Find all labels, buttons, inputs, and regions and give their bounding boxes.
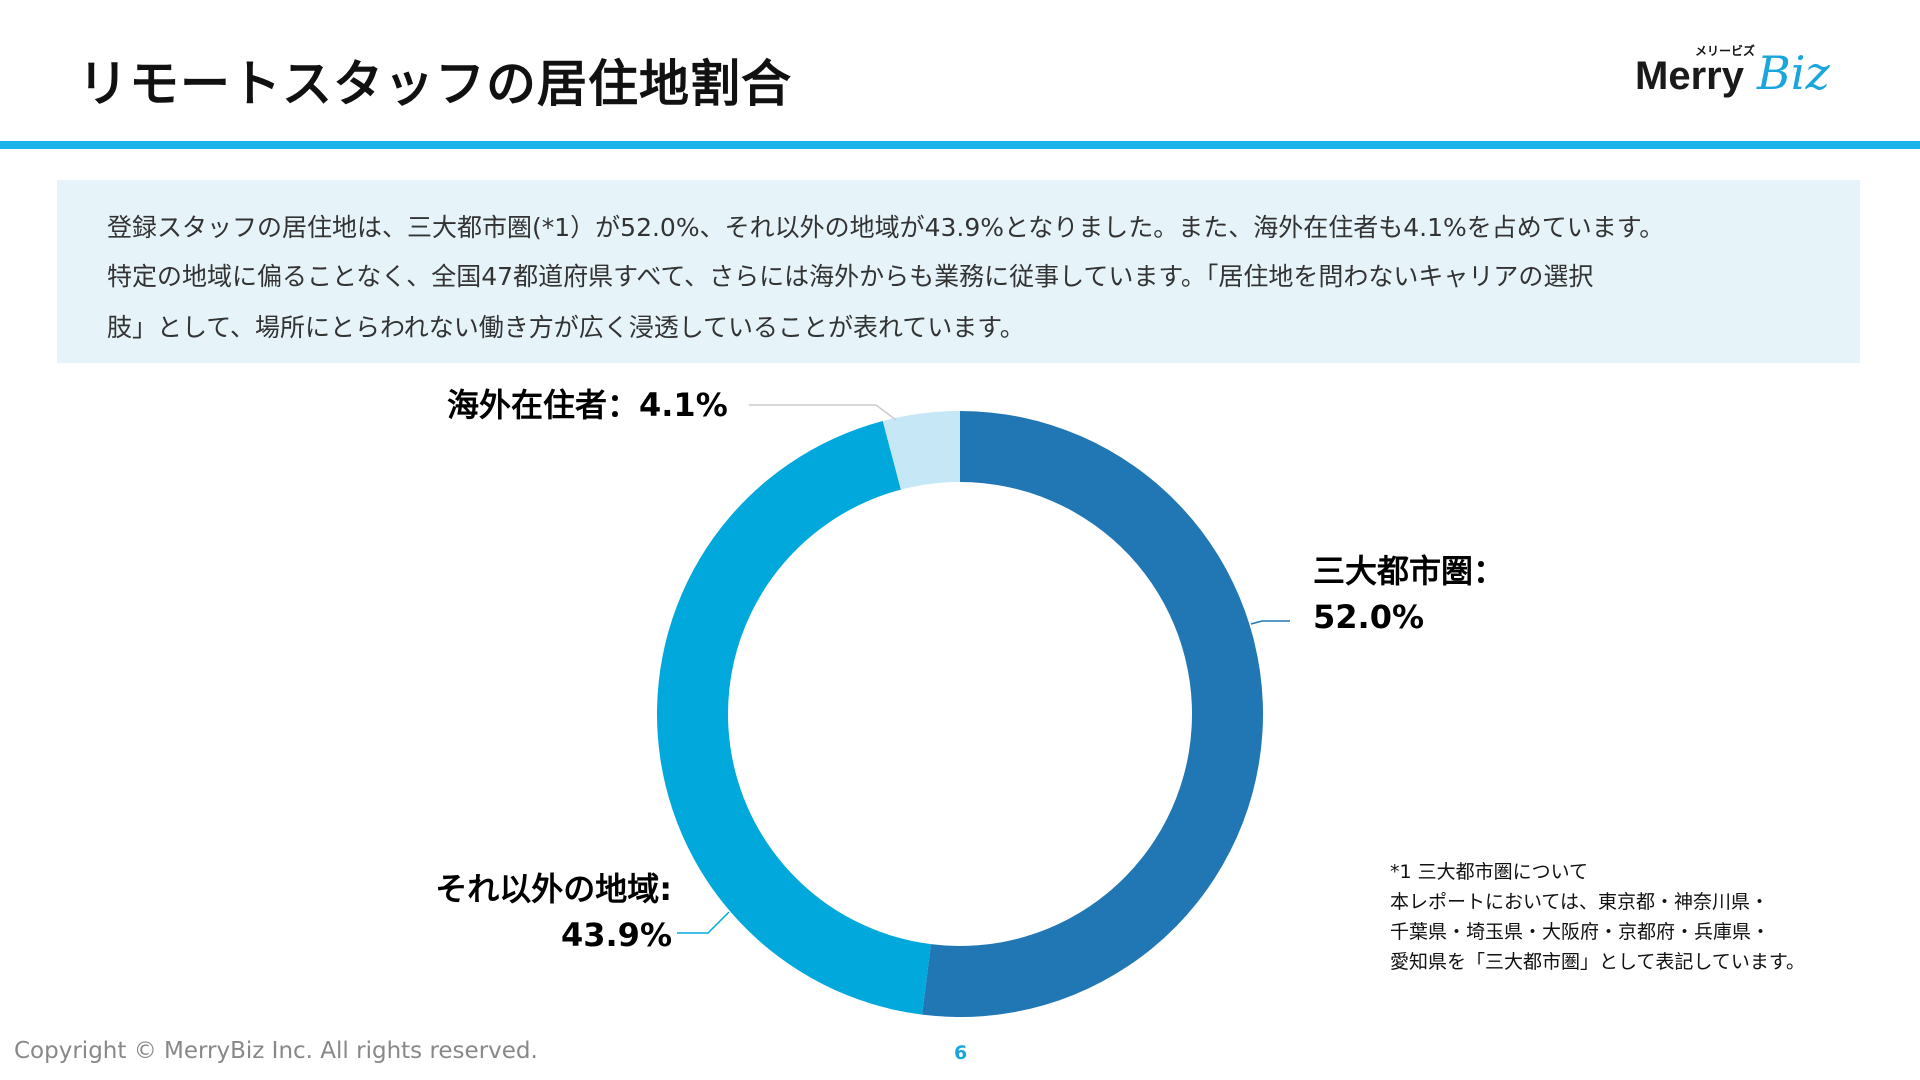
leader-line-other bbox=[677, 911, 730, 934]
footnote: *1 三大都市圏について 本レポートにおいては、東京都・神奈川県・ 千葉県・埼玉… bbox=[1390, 857, 1805, 977]
merrybiz-logo: メリービズ Merry Biz bbox=[1635, 44, 1830, 100]
footnote-line: 千葉県・埼玉県・大阪府・京都府・兵庫県・ bbox=[1390, 921, 1771, 943]
leader-line-overseas bbox=[749, 404, 897, 421]
slice-海外在住者 bbox=[882, 411, 960, 490]
footnote-line: 愛知県を「三大都市圏」として表記しています。 bbox=[1390, 951, 1805, 973]
page-title: リモートスタッフの居住地割合 bbox=[78, 55, 792, 113]
summary-line: 肢」として、場所にとらわれない働き方が広く浸透していることが表れています。 bbox=[107, 313, 1025, 342]
label-metro: 三大都市圏： bbox=[1313, 552, 1505, 590]
summary-box: 登録スタッフの居住地は、三大都市圏(*1）が52.0%、それ以外の地域が43.9… bbox=[57, 180, 1860, 363]
footnote-line: 本レポートにおいては、東京都・神奈川県・ bbox=[1390, 891, 1770, 913]
label-overseas: 海外在住者：4.1% bbox=[447, 386, 728, 424]
summary-line: 特定の地域に偏ることなく、全国47都道府県すべて、さらには海外からも業務に従事し… bbox=[107, 262, 1594, 291]
label-other: それ以外の地域: bbox=[435, 870, 672, 908]
footnote-line: *1 三大都市圏について bbox=[1390, 861, 1589, 883]
value-metro: 52.0% bbox=[1313, 598, 1424, 636]
slice-三大都市圏 bbox=[922, 411, 1263, 1017]
copyright: Copyright © MerryBiz Inc. All rights res… bbox=[14, 1038, 538, 1064]
leader-line-metro bbox=[1250, 620, 1290, 625]
slice-それ以外の地域 bbox=[656, 420, 931, 1015]
header-divider bbox=[0, 141, 1920, 149]
summary-line: 登録スタッフの居住地は、三大都市圏(*1）が52.0%、それ以外の地域が43.9… bbox=[107, 213, 1665, 242]
page-number: 6 bbox=[954, 1042, 968, 1064]
value-other: 43.9% bbox=[561, 916, 672, 954]
